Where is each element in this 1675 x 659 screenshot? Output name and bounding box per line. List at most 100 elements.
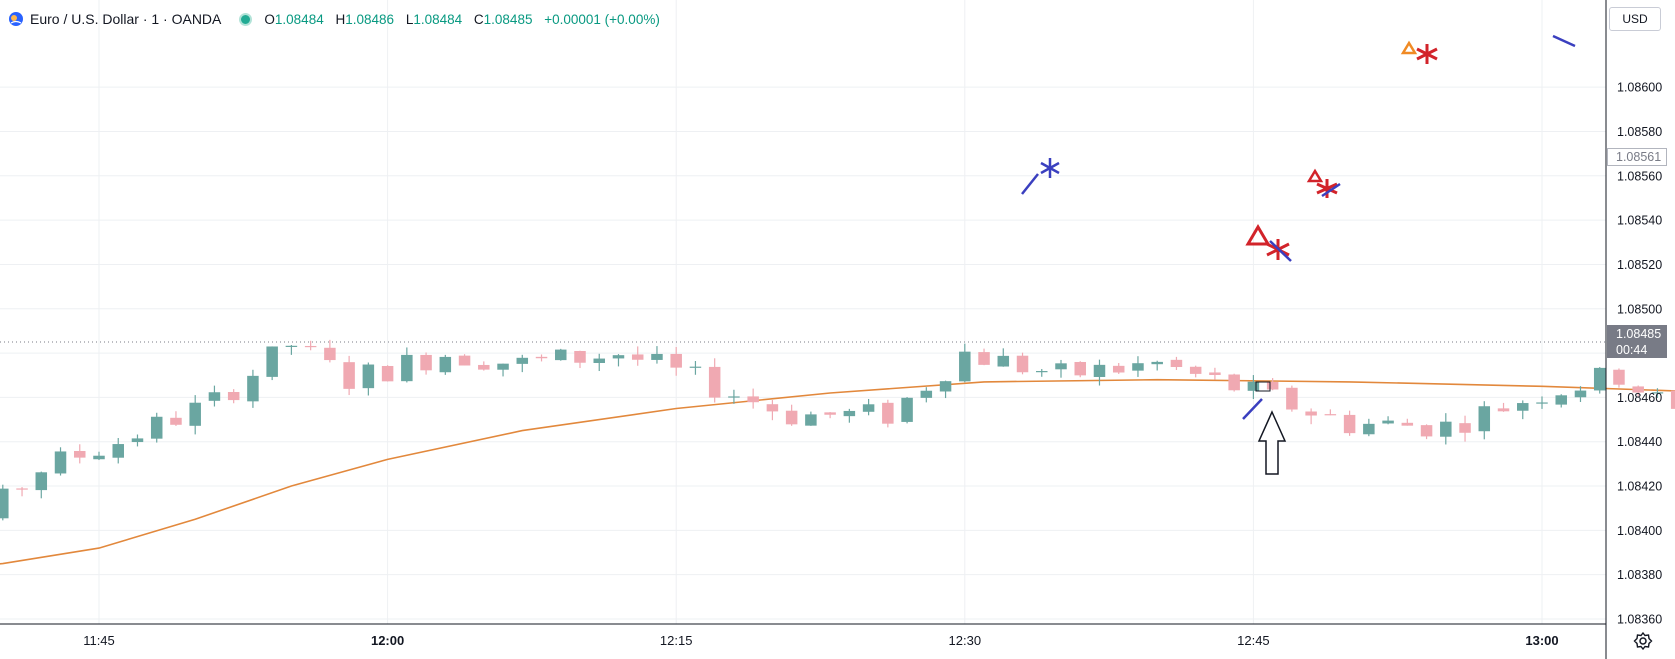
asterisk-red-icon[interactable] — [1416, 44, 1438, 64]
candle — [112, 438, 124, 464]
candle — [1343, 410, 1356, 436]
currency-button[interactable]: USD — [1609, 7, 1661, 31]
rectangle-marker[interactable] — [1255, 381, 1271, 392]
triangle-orange-icon[interactable] — [1400, 40, 1418, 55]
candle-body — [1016, 355, 1029, 373]
candle-body — [978, 352, 990, 365]
candle — [1632, 385, 1644, 397]
gear-icon[interactable] — [1632, 630, 1654, 652]
candle-body — [612, 355, 625, 359]
candle — [401, 347, 413, 383]
candle-body — [920, 390, 933, 398]
y-tick-label: 1.08380 — [1617, 568, 1662, 582]
candle — [1266, 378, 1279, 391]
high-value: 1.08486 — [345, 11, 395, 27]
candle-body — [728, 396, 740, 398]
candle-body — [1055, 363, 1067, 370]
candle-body — [150, 416, 163, 439]
close-value: 1.08485 — [483, 11, 533, 27]
candle — [824, 412, 836, 419]
candle-body — [1497, 408, 1510, 412]
triangle-red-icon[interactable] — [1245, 224, 1271, 246]
candle — [1363, 418, 1375, 437]
candle — [1536, 396, 1548, 409]
candle — [747, 388, 759, 409]
x-tick-label: 12:15 — [660, 633, 693, 648]
candle-body — [1324, 414, 1337, 416]
candle-body — [1613, 369, 1625, 385]
candle-body — [1459, 423, 1471, 433]
candle — [670, 346, 682, 376]
marker-price-label: 1.08561 — [1607, 148, 1667, 166]
trend-line-blue[interactable] — [1269, 240, 1292, 262]
change-value: +0.00001 (+0.00%) — [544, 11, 660, 27]
open-value: 1.08484 — [274, 11, 324, 27]
candle — [16, 487, 28, 497]
candle — [1478, 401, 1491, 440]
candle-body — [1478, 406, 1491, 432]
asterisk-red-icon[interactable] — [1316, 179, 1338, 198]
candle — [728, 389, 740, 404]
candle-body — [1132, 363, 1144, 371]
candle-body — [574, 350, 586, 363]
y-tick-label: 1.08520 — [1617, 258, 1662, 272]
candle-body — [1209, 372, 1221, 375]
candle — [478, 361, 490, 371]
candle-body — [843, 410, 856, 417]
candle — [420, 352, 432, 375]
triangle-red-icon[interactable] — [1306, 168, 1324, 183]
candle — [882, 399, 894, 428]
candle — [1055, 359, 1067, 378]
trend-line-blue[interactable] — [1321, 182, 1341, 198]
up-arrow-icon[interactable] — [1257, 410, 1287, 475]
y-tick-label: 1.08540 — [1617, 214, 1662, 228]
candle-body — [1093, 364, 1106, 377]
candle — [1247, 375, 1260, 400]
candle-body — [1343, 414, 1356, 434]
candle — [901, 397, 913, 424]
trend-line-blue[interactable] — [1242, 398, 1263, 420]
candle — [1016, 352, 1029, 375]
candle-body — [997, 355, 1010, 367]
candle-body — [458, 355, 471, 366]
candle — [381, 365, 394, 382]
candle-body — [901, 397, 913, 422]
candle — [1132, 356, 1144, 377]
candle — [266, 346, 278, 381]
candle — [35, 471, 48, 499]
candle-body — [54, 451, 67, 474]
candle — [1151, 360, 1163, 371]
y-tick-label: 1.08560 — [1617, 169, 1662, 183]
moving-average-path — [0, 378, 1675, 565]
candle-body — [112, 444, 124, 458]
candle — [439, 354, 452, 375]
trend-line-blue[interactable] — [1552, 34, 1576, 48]
candle-body — [131, 438, 144, 443]
candle-body — [16, 488, 28, 490]
candle — [939, 380, 952, 399]
low-value: 1.08484 — [413, 11, 463, 27]
candle — [1574, 386, 1587, 402]
candle-body — [785, 410, 798, 425]
candle-body — [708, 366, 721, 398]
candle — [1093, 359, 1106, 386]
candle-body — [593, 358, 605, 363]
candle — [843, 408, 856, 423]
y-tick-label: 1.08500 — [1617, 302, 1662, 316]
symbol-title[interactable]: Euro / U.S. Dollar · 1 · OANDA — [30, 11, 222, 27]
last-price-value: 1.08485 — [1616, 327, 1662, 341]
candle-body — [381, 365, 394, 382]
candle-body — [1305, 411, 1317, 416]
trend-line-blue[interactable] — [1021, 173, 1039, 195]
candle — [93, 451, 105, 461]
candle — [1440, 413, 1452, 445]
candle — [362, 362, 375, 396]
asterisk-blue-icon[interactable] — [1040, 158, 1060, 178]
candle — [1286, 385, 1298, 412]
currency-globe-icon[interactable] — [8, 11, 24, 27]
candle — [978, 348, 990, 366]
candle-body — [93, 455, 105, 460]
candle — [343, 355, 355, 396]
